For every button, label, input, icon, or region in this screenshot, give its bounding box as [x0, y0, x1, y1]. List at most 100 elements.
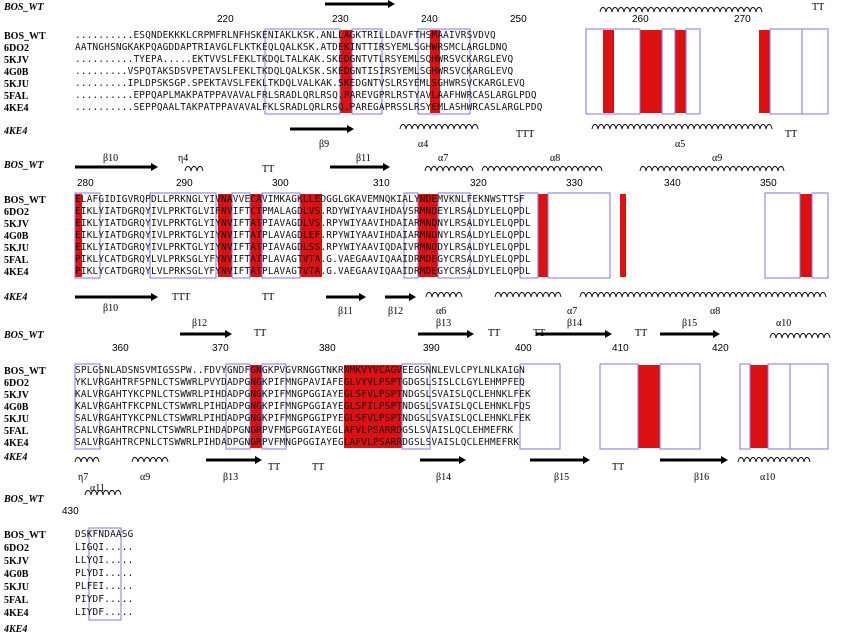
sequence-name: 6DO2 — [4, 378, 29, 389]
sequence-name: 5KJV — [4, 55, 29, 66]
ss-label: α10 — [760, 472, 776, 483]
ss-label: β15 — [554, 472, 570, 483]
position-number: 270 — [734, 14, 751, 25]
identical-column — [418, 194, 438, 277]
beta-strand-arrow — [326, 293, 366, 301]
position-number: 220 — [217, 14, 234, 25]
identical-column — [430, 30, 440, 113]
similar-region-box — [801, 28, 829, 115]
ss-label: β11 — [356, 153, 371, 164]
position-number: 420 — [712, 343, 729, 354]
ss-label: α7 — [438, 153, 449, 164]
similar-region-box — [767, 363, 791, 450]
conservation-highlights — [75, 30, 812, 448]
position-number: 290 — [176, 178, 193, 189]
sequence-name: BOS_WT — [4, 195, 46, 206]
beta-strand-arrow — [385, 293, 416, 301]
ss-label: TTT — [516, 129, 535, 140]
position-number: 260 — [632, 14, 649, 25]
sequence-row: YKLVRGAHTRFSPNLCTSWWRLPVYDADPGNGKPIFMNGP… — [75, 377, 526, 388]
ss-label: TT — [785, 129, 798, 140]
sequence-name: 4KE4 — [4, 267, 29, 278]
identical-column — [620, 194, 626, 277]
sequence-row: EIKLYIATDGRQYIVLPRKTGLYIYNVIFTATPIAVAGDL… — [75, 218, 531, 229]
bottom-ss-label: 4KE4 — [4, 624, 28, 635]
beta-strand-arrow — [75, 293, 158, 301]
ss-label: β10 — [103, 303, 119, 314]
ss-label: β14 — [567, 318, 583, 329]
identical-column — [800, 194, 812, 277]
alpha-helix-coil — [769, 333, 831, 339]
ss-label: TT — [268, 462, 281, 473]
identical-column — [640, 30, 662, 113]
position-number: 340 — [664, 178, 681, 189]
sequence-name: 4G0B — [4, 569, 29, 580]
sequence-name: 4KE4 — [4, 608, 29, 619]
similar-region-box — [764, 192, 801, 279]
sequence-row: EIKLYIATDGRQYIVLPRKTGLVIFNVIFTCTPMALAGDL… — [75, 206, 531, 217]
similar-region-box — [769, 28, 803, 115]
similar-region-box — [403, 192, 419, 279]
sequence-name: 5FAL — [4, 255, 29, 266]
ss-label: α10 — [776, 318, 792, 329]
alpha-helix-coil — [494, 292, 562, 298]
sequence-row: KALVRGAHTFKCPNLCTSWWRLPIHDADPGNGKPIFMNGP… — [75, 401, 531, 412]
block4-ref-label: BOS_WT — [4, 494, 44, 505]
similar-region-box — [685, 28, 701, 115]
beta-strand-arrow — [420, 456, 466, 464]
sequence-name: 6DO2 — [4, 207, 29, 218]
sequence-name: 4G0B — [4, 67, 29, 78]
ss-label: β12 — [388, 306, 404, 317]
beta-strand-arrow — [325, 0, 395, 8]
alpha-helix-coil — [481, 166, 603, 172]
alpha-helix-coil — [591, 124, 773, 130]
ss-label: β11 — [338, 306, 353, 317]
ss-label: TT — [488, 328, 501, 339]
sequence-row: SPLGSNLADSNSVMIGSSPW..FDVYGNDFGNGKPVGVRN… — [75, 365, 526, 376]
ss-label: α11 — [90, 483, 105, 494]
sequence-name: 4G0B — [4, 231, 29, 242]
sequence-row: LIGQI..... — [75, 542, 134, 553]
position-number: 300 — [272, 178, 289, 189]
ss-label: β10 — [103, 153, 119, 164]
similar-region-box — [789, 363, 829, 450]
position-number: 230 — [332, 14, 349, 25]
sequence-row: LLYQI..... — [75, 555, 134, 566]
beta-strand-arrow — [75, 163, 158, 171]
similar-region-box — [519, 363, 561, 450]
sequence-row: ..........ESQNDEKKKLCRPMFRLNFHSKENIAKLKS… — [75, 30, 496, 41]
beta-strand-arrow — [660, 456, 728, 464]
sequence-row: PIKLYCATDGRQYLVLPRKSGLYFYNVIFTATPLAVAGTV… — [75, 266, 531, 277]
similar-region-box — [437, 192, 471, 279]
similar-region-box — [351, 28, 383, 115]
similar-region-box — [739, 363, 751, 450]
position-number: 360 — [112, 343, 129, 354]
sequence-name: 5KJU — [4, 79, 29, 90]
identical-column — [218, 194, 232, 277]
identical-column — [250, 365, 262, 448]
similar-region-box — [261, 363, 287, 450]
ss-label: TT — [635, 328, 648, 339]
identical-column — [538, 194, 548, 277]
ss-label: TT — [254, 328, 267, 339]
identical-column — [750, 365, 768, 448]
position-number: 380 — [319, 343, 336, 354]
alpha-helix-coil — [84, 490, 122, 496]
sequence-row: PLFEI..... — [75, 581, 134, 592]
sequence-row: SALVRGAHTYKCPNLCTSWWRLPIHDADPGNGKPIFMNGP… — [75, 413, 531, 424]
beta-strand-arrow — [290, 125, 354, 133]
sequence-row: PLYDI..... — [75, 568, 134, 579]
beta-strand-arrow — [660, 330, 720, 338]
sequence-name: 5KJV — [4, 390, 29, 401]
sequence-row: ..........EPPQAPLMAKPATPPAVAVALFRLSRADLQ… — [75, 90, 537, 101]
ss-label: TT — [262, 164, 275, 175]
bottom-ss-label: 4KE4 — [4, 452, 28, 463]
sequence-name: 5KJU — [4, 243, 29, 254]
identical-column — [75, 194, 82, 277]
position-number: 400 — [515, 343, 532, 354]
sequence-row: SALVRGAHTRCPNLCTSWWRLPIHDADPGNGRPVFMGPGG… — [75, 425, 514, 436]
beta-strand-arrow — [536, 330, 612, 338]
alpha-helix-coil — [424, 166, 474, 172]
sequence-row: EIKLYIATDGRQYIVLPRKTGLYIYNVIFTATPLAVAGDL… — [75, 230, 531, 241]
